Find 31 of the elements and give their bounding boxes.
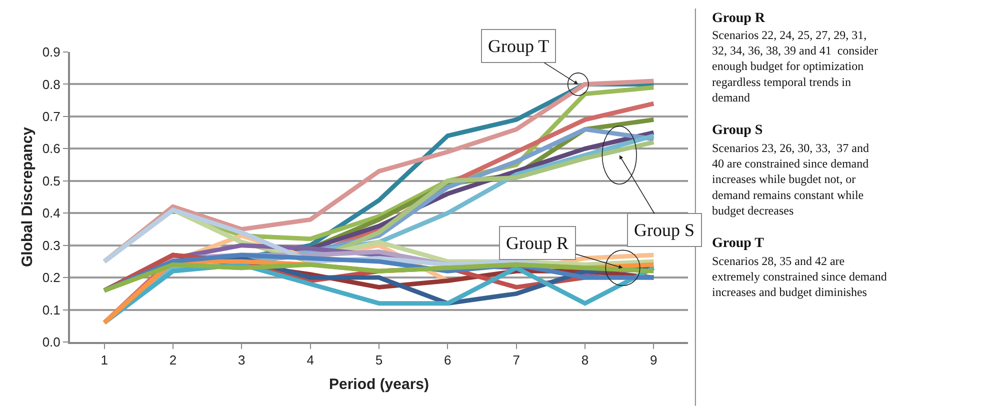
- text: Scenarios 22, 24, 25, 27, 29, 31, 32, 34, 36, 38, 39 and 41 consider enough budget for optimization regardless temporal trends in demand: [712, 28, 878, 104]
- y-tick-label: 0.3: [42, 238, 60, 253]
- text: Scenarios 28, 35 and 42 are extremely constrained since demand increases and budget diminishes: [712, 254, 887, 300]
- text: Scenarios 23, 26, 30, 33, 37 and 40 are constrained since demand increases while bugdet not, or demand remains constant while budget decreases: [712, 141, 869, 218]
- y-tick-label: 0.2: [42, 270, 60, 286]
- line-series: [102, 262, 656, 293]
- y-axis-title: Global Discrepancy: [19, 126, 36, 268]
- x-tick-label: 4: [306, 352, 314, 368]
- y-tick-label: 0.7: [42, 108, 60, 124]
- annotation: Group R: [506, 233, 568, 253]
- x-tick-label: 8: [581, 352, 589, 368]
- y-tick-label: 0.9: [42, 44, 60, 60]
- text: Group S: [712, 123, 763, 138]
- x-tick-label: 2: [169, 352, 177, 368]
- annotation: Group T: [488, 36, 550, 56]
- y-tick-label: 0.0: [42, 334, 60, 350]
- y-tick-label: 0.1: [42, 302, 60, 318]
- x-tick-label: 7: [512, 352, 520, 368]
- x-tick-label: 3: [238, 352, 246, 368]
- y-tick-label: 0.5: [42, 173, 60, 188]
- y-tick-label: 0.4: [42, 206, 60, 221]
- x-tick-label: 5: [375, 352, 383, 368]
- x-axis-title: Period (years): [328, 376, 430, 394]
- text: Group R: [712, 11, 766, 26]
- y-tick-label: 0.8: [42, 76, 60, 92]
- x-tick-label: 1: [100, 352, 108, 368]
- annotation: Group S: [634, 220, 695, 240]
- x-tick-label: 9: [650, 352, 658, 368]
- text: Group T: [712, 236, 765, 251]
- y-tick-label: 0.6: [42, 141, 60, 156]
- x-tick-label: 6: [444, 352, 452, 368]
